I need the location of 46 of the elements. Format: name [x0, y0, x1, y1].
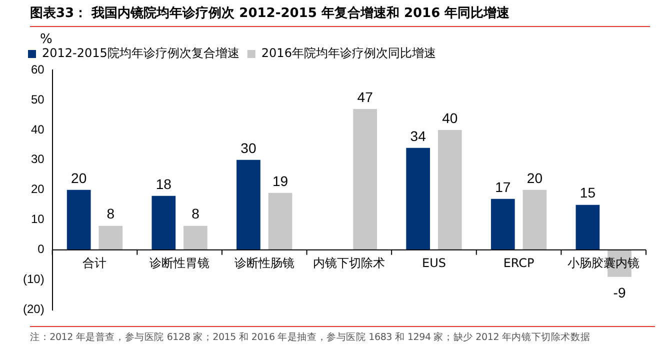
x-tick-label: 合计 [82, 256, 107, 270]
legend-label: 2016年院均年诊疗例次同比增速 [261, 46, 436, 60]
y-tick-label: (10) [22, 272, 44, 286]
bar [522, 190, 547, 250]
bar [268, 192, 292, 250]
bar [236, 160, 260, 250]
data-label: 19 [272, 172, 288, 189]
bar [152, 196, 176, 250]
data-label: -9 [613, 284, 626, 301]
y-tick-label: (20) [22, 302, 44, 316]
y-tick-label: 60 [30, 62, 45, 76]
data-label: 34 [410, 128, 426, 144]
data-label: 17 [495, 178, 511, 195]
y-tick-label: 40 [30, 122, 45, 136]
bar [438, 130, 462, 250]
x-tick-label: ERCP [503, 256, 534, 270]
data-label: 8 [106, 206, 115, 222]
text: 注：2012 年是普查，参与医院 6128 家；2015 和 2016 年是抽查，参与医院 1683 和 1294 家；缺少 2012 年内镜下切除术数据 [30, 326, 655, 344]
bar [490, 198, 515, 250]
y-tick-label: 30 [30, 152, 45, 166]
data-label: 15 [580, 184, 596, 201]
y-tick-label: 50 [30, 92, 45, 106]
y-tick-label: 20 [30, 182, 45, 196]
bar [66, 190, 91, 250]
data-label: 40 [442, 110, 458, 126]
bar [98, 226, 123, 250]
bar [184, 226, 208, 250]
data-label: 18 [156, 176, 172, 192]
bar [576, 204, 600, 250]
data-label: 47 [357, 88, 374, 105]
x-tick-label: EUS [422, 256, 446, 270]
data-label: 20 [71, 170, 87, 186]
legend-label: 2012-2015院均年诊疗例次复合增速 [42, 46, 240, 60]
y-axis-title: % [40, 32, 52, 47]
data-label: 8 [192, 206, 200, 222]
chart-title: 图表33： 我国内镜院均年诊疗例次 2012-2015 年复合增速和 2016 年同比增速 [30, 4, 650, 27]
x-tick-label: 诊断性胃镜 [150, 256, 210, 270]
data-label: 20 [526, 170, 543, 186]
y-tick-label: 10 [30, 212, 45, 226]
bar [406, 148, 430, 250]
x-tick-label: 小肠胶囊内镜 [568, 256, 640, 270]
bar [353, 108, 377, 250]
y-tick-label: 0 [38, 242, 45, 256]
data-label: 30 [240, 140, 256, 156]
x-tick-label: 内镜下切除术 [313, 256, 386, 270]
x-tick-label: 诊断性肠镜 [234, 256, 294, 270]
